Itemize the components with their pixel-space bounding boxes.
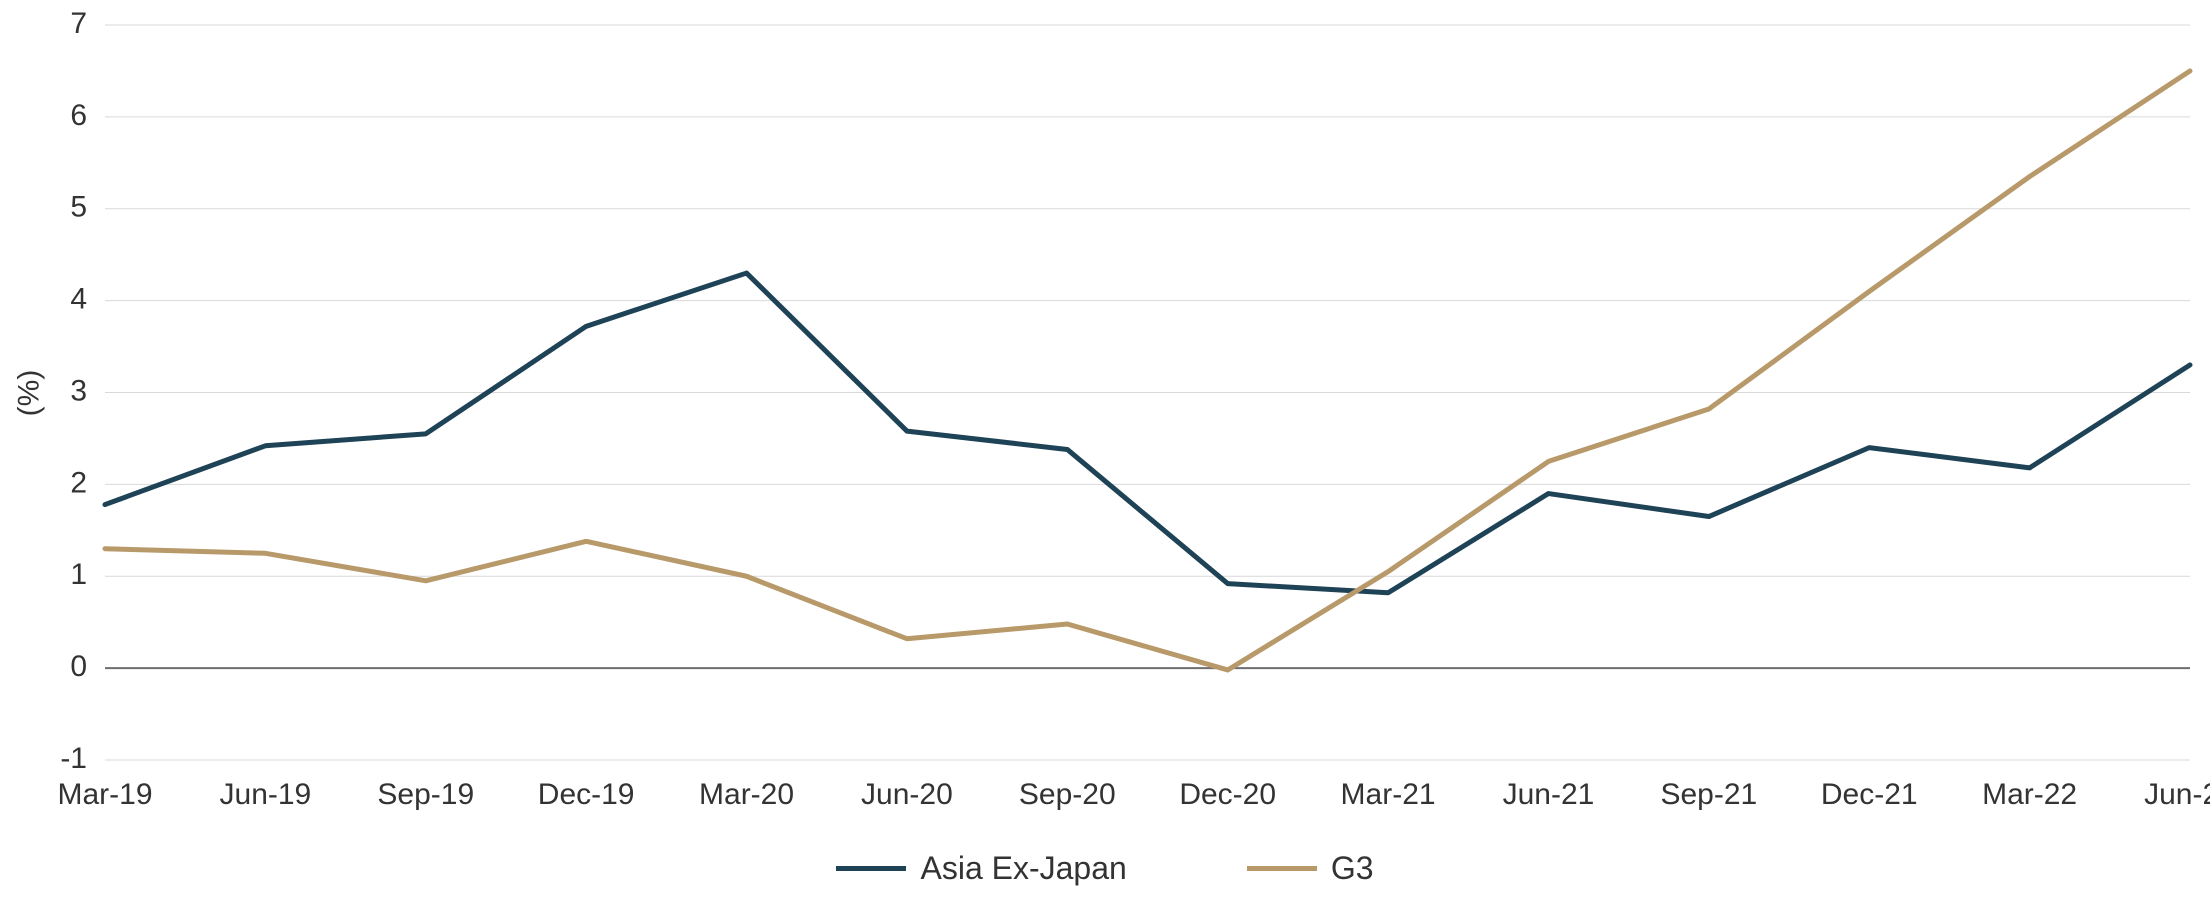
x-tick-label: Sep-20 xyxy=(1019,778,1116,811)
x-tick-label: Mar-19 xyxy=(57,778,152,811)
legend-swatch xyxy=(1247,866,1317,871)
x-tick-label: Jun-19 xyxy=(220,778,312,811)
y-tick-label: 7 xyxy=(70,7,87,40)
legend-item: Asia Ex-Japan xyxy=(836,850,1126,887)
y-axis-label: (%) xyxy=(12,369,46,416)
legend-swatch xyxy=(836,866,906,871)
x-tick-label: Mar-20 xyxy=(699,778,794,811)
x-tick-label: Mar-21 xyxy=(1341,778,1436,811)
legend-label: G3 xyxy=(1331,850,1374,887)
x-tick-label: Mar-22 xyxy=(1982,778,2077,811)
line-chart: -1 0 1 2 3 4 5 6 7 Mar-19 Jun-19 Sep-19 Dec-19 Mar-20… xyxy=(0,0,2210,910)
y-tick-label: 4 xyxy=(70,283,87,316)
legend-label: Asia Ex-Japan xyxy=(920,850,1126,887)
x-tick-label: Sep-19 xyxy=(377,778,474,811)
x-tick-label: Sep-21 xyxy=(1660,778,1757,811)
chart-svg: -1 0 1 2 3 4 5 6 7 Mar-19 Jun-19 Sep-19 Dec-19 Mar-20… xyxy=(0,0,2210,910)
x-tick-label: Jun-20 xyxy=(861,778,953,811)
x-tick-label: Jun-21 xyxy=(1503,778,1595,811)
y-tick-label: 3 xyxy=(70,374,87,407)
x-tick-label: Jun-22 xyxy=(2144,778,2210,811)
legend: Asia Ex-Japan G3 xyxy=(0,850,2210,887)
x-tick-label: Dec-20 xyxy=(1179,778,1276,811)
y-tick-label: 1 xyxy=(70,558,87,591)
y-tick-label: -1 xyxy=(60,742,87,775)
legend-item: G3 xyxy=(1247,850,1374,887)
x-tick-label: Dec-19 xyxy=(538,778,635,811)
y-tick-label: 2 xyxy=(70,466,87,499)
y-tick-label: 6 xyxy=(70,99,87,132)
y-tick-label: 5 xyxy=(70,191,87,224)
x-tick-label: Dec-21 xyxy=(1821,778,1918,811)
y-tick-label: 0 xyxy=(70,650,87,683)
